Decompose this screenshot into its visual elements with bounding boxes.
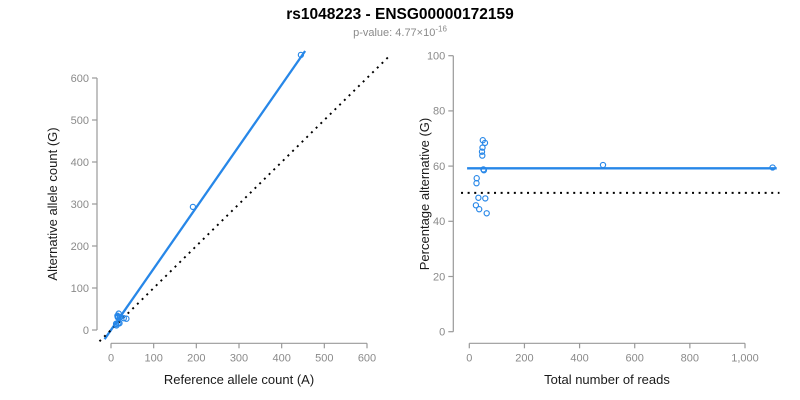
y-tick-label: 0 <box>439 327 445 339</box>
x-tick-label: 400 <box>570 352 588 364</box>
x-tick-label: 800 <box>681 352 699 364</box>
data-point <box>599 161 607 169</box>
y-tick-label: 40 <box>433 216 445 228</box>
x-tick-label: 500 <box>315 352 333 364</box>
y-tick-label: 20 <box>433 271 445 283</box>
y-tick-label: 600 <box>71 73 89 85</box>
y-tick-label: 400 <box>71 157 89 169</box>
right-panel-axes: 0 20 40 60 80 100 0 200 400 600 800 1,000 <box>427 51 759 365</box>
data-point <box>297 51 305 59</box>
x-tick-label: 200 <box>515 352 533 364</box>
data-point <box>475 194 482 201</box>
data-point <box>472 202 480 209</box>
left-panel-points <box>112 51 305 329</box>
y-tick-label: 200 <box>71 241 89 253</box>
identity-diagonal-line <box>98 55 390 343</box>
p-value-subtitle: p-value: 4.77×10-16 <box>353 25 447 40</box>
p-value-exponent: -16 <box>435 25 447 34</box>
right-panel-lines <box>461 167 780 194</box>
data-point <box>120 315 127 322</box>
regression-fit-line <box>103 50 307 340</box>
x-tick-label: 0 <box>108 352 114 364</box>
right-scatter-panel: 0 20 40 60 80 100 0 200 400 600 800 1,000 Total num… <box>417 51 780 387</box>
data-point <box>483 210 490 217</box>
y-tick-label: 0 <box>83 325 89 337</box>
data-point <box>476 206 483 213</box>
data-point <box>473 175 480 182</box>
data-point <box>479 144 486 151</box>
x-tick-label: 1,000 <box>731 352 759 364</box>
data-point <box>481 139 489 147</box>
data-point <box>473 180 480 187</box>
x-tick-label: 200 <box>187 352 205 364</box>
data-point <box>479 152 486 159</box>
y-tick-label: 500 <box>71 115 89 127</box>
x-tick-label: 400 <box>272 352 290 364</box>
x-tick-label: 100 <box>144 352 162 364</box>
data-point <box>115 310 122 317</box>
y-tick-label: 60 <box>433 161 445 173</box>
left-panel-lines <box>98 50 390 343</box>
data-point <box>116 320 123 327</box>
plot-title: rs1048223 - ENSG00000172159 <box>286 6 514 23</box>
data-point <box>123 315 130 322</box>
x-tick-label: 600 <box>626 352 644 364</box>
data-point <box>478 148 486 155</box>
left-panel-axes: 0 100 200 300 400 500 600 0 100 200 300 400 500 600 <box>71 73 377 364</box>
right-panel-points <box>472 137 776 217</box>
left-x-axis-title: Reference allele count (A) <box>164 372 314 387</box>
right-y-axis-title: Percentage alternative (G) <box>417 118 432 270</box>
data-point <box>117 313 124 321</box>
data-point <box>769 164 776 171</box>
data-point <box>189 203 197 211</box>
left-scatter-panel: 0 100 200 300 400 500 600 0 100 200 300 400 500 600 R… <box>45 50 390 387</box>
left-y-axis-title: Alternative allele count (G) <box>45 127 60 280</box>
p-value-text: p-value: 4.77×10 <box>353 27 435 39</box>
data-point <box>482 195 489 202</box>
x-tick-label: 0 <box>466 352 472 364</box>
x-tick-label: 600 <box>358 352 376 364</box>
y-tick-label: 100 <box>71 283 89 295</box>
y-tick-label: 100 <box>427 51 445 63</box>
data-point <box>480 167 488 174</box>
right-x-axis-title: Total number of reads <box>544 372 670 387</box>
y-tick-label: 80 <box>433 106 445 118</box>
x-tick-label: 300 <box>230 352 248 364</box>
y-tick-label: 300 <box>71 199 89 211</box>
